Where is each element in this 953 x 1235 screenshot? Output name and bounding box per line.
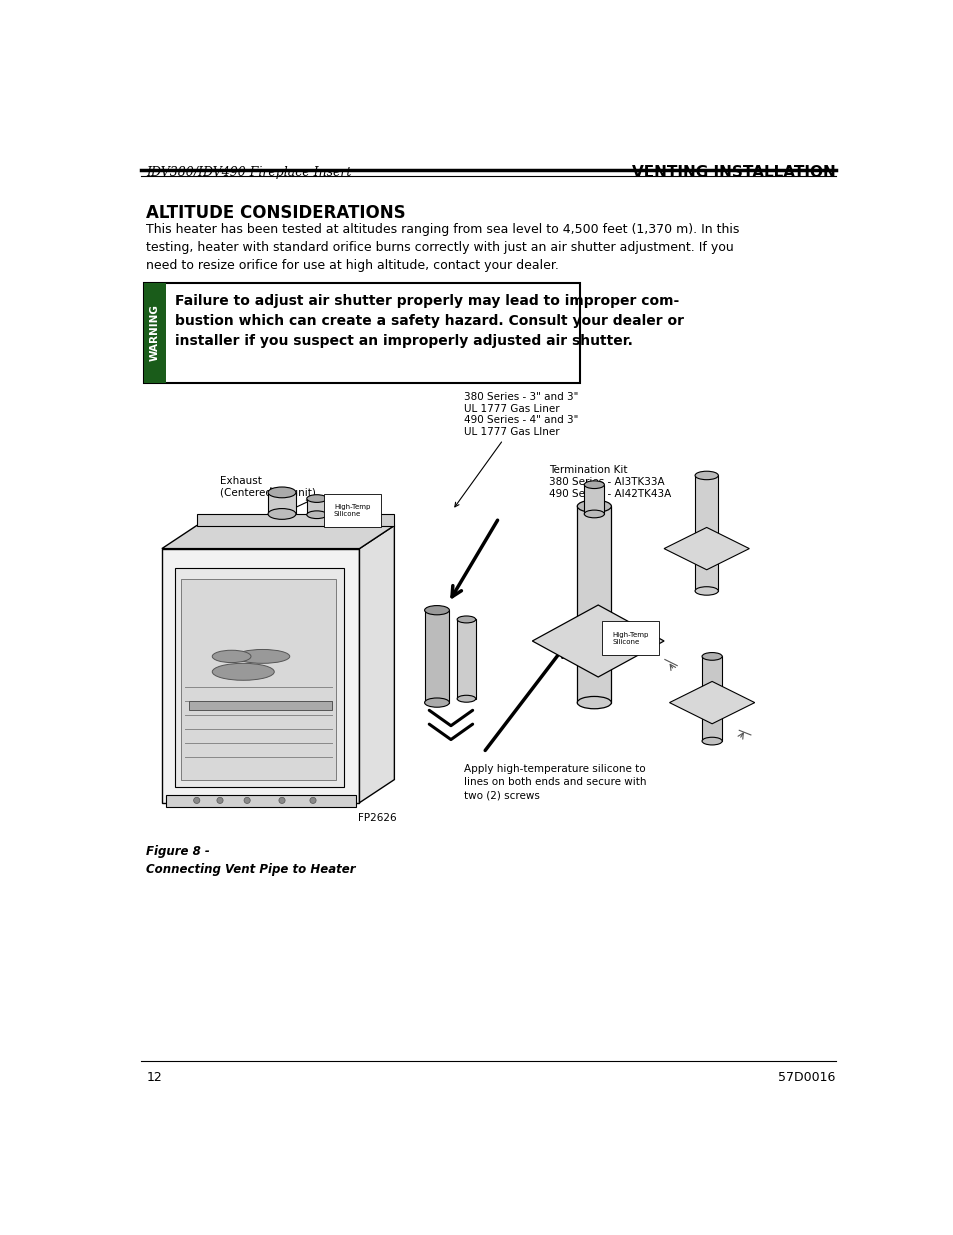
Polygon shape xyxy=(174,568,344,787)
Bar xyxy=(424,610,449,703)
Polygon shape xyxy=(166,795,355,806)
Polygon shape xyxy=(162,526,394,548)
Circle shape xyxy=(278,798,285,804)
Bar xyxy=(144,283,166,383)
Text: 12: 12 xyxy=(146,1071,162,1083)
Text: 57D0016: 57D0016 xyxy=(777,1071,835,1083)
Ellipse shape xyxy=(456,695,476,703)
Polygon shape xyxy=(189,701,332,710)
Ellipse shape xyxy=(212,651,251,662)
Circle shape xyxy=(244,798,250,804)
Ellipse shape xyxy=(695,587,718,595)
Bar xyxy=(701,656,721,741)
Bar xyxy=(577,506,611,703)
Ellipse shape xyxy=(268,509,295,520)
Text: Figure 8 -
Connecting Vent Pipe to Heater: Figure 8 - Connecting Vent Pipe to Heate… xyxy=(146,845,355,876)
Circle shape xyxy=(193,798,199,804)
Ellipse shape xyxy=(577,500,611,513)
Ellipse shape xyxy=(424,605,449,615)
Polygon shape xyxy=(532,605,663,677)
Polygon shape xyxy=(663,527,748,569)
Bar xyxy=(144,283,579,383)
Ellipse shape xyxy=(583,510,604,517)
Text: FP2626: FP2626 xyxy=(357,813,396,823)
Text: Termination Kit
380 Series - AI3TK33A
490 Series - AI42TK43A: Termination Kit 380 Series - AI3TK33A 49… xyxy=(549,466,671,556)
Ellipse shape xyxy=(268,487,295,498)
Text: This heater has been tested at altitudes ranging from sea level to 4,500 feet (1: This heater has been tested at altitudes… xyxy=(146,222,739,272)
Ellipse shape xyxy=(456,616,476,622)
Ellipse shape xyxy=(701,737,721,745)
Text: IDV380/IDV490 Fireplace Insert: IDV380/IDV490 Fireplace Insert xyxy=(146,167,352,179)
Ellipse shape xyxy=(307,495,327,503)
Bar xyxy=(695,475,718,592)
Polygon shape xyxy=(196,514,394,526)
Text: Exhaust
(Centered on unit): Exhaust (Centered on unit) xyxy=(220,477,315,498)
Bar xyxy=(268,493,295,514)
Text: VENTING INSTALLATION: VENTING INSTALLATION xyxy=(631,165,835,180)
Bar xyxy=(583,484,604,514)
Polygon shape xyxy=(359,526,394,803)
Ellipse shape xyxy=(695,472,718,479)
Text: High-Temp
Silicone: High-Temp Silicone xyxy=(334,504,370,517)
Polygon shape xyxy=(669,682,754,724)
Circle shape xyxy=(310,798,315,804)
Text: Inlet: Inlet xyxy=(236,500,311,535)
Text: Apply high-temperature silicone to
lines on both ends and secure with
two (2) sc: Apply high-temperature silicone to lines… xyxy=(464,764,646,800)
Bar xyxy=(456,620,476,699)
Polygon shape xyxy=(162,548,359,803)
Text: 380 Series - 3" and 3"
UL 1777 Gas Liner
490 Series - 4" and 3"
UL 1777 Gas LIne: 380 Series - 3" and 3" UL 1777 Gas Liner… xyxy=(455,393,578,506)
Ellipse shape xyxy=(583,480,604,489)
Text: ALTITUDE CONSIDERATIONS: ALTITUDE CONSIDERATIONS xyxy=(146,204,406,221)
Ellipse shape xyxy=(577,697,611,709)
Text: WARNING: WARNING xyxy=(150,305,160,362)
Text: Failure to adjust air shutter properly may lead to improper com-
bustion which c: Failure to adjust air shutter properly m… xyxy=(174,294,683,348)
Ellipse shape xyxy=(235,650,290,663)
Ellipse shape xyxy=(212,663,274,680)
Bar xyxy=(307,499,327,515)
Ellipse shape xyxy=(424,698,449,708)
Ellipse shape xyxy=(307,511,327,519)
Text: High-Temp
Silicone: High-Temp Silicone xyxy=(612,632,648,645)
Circle shape xyxy=(216,798,223,804)
Polygon shape xyxy=(181,579,335,779)
Ellipse shape xyxy=(701,652,721,661)
